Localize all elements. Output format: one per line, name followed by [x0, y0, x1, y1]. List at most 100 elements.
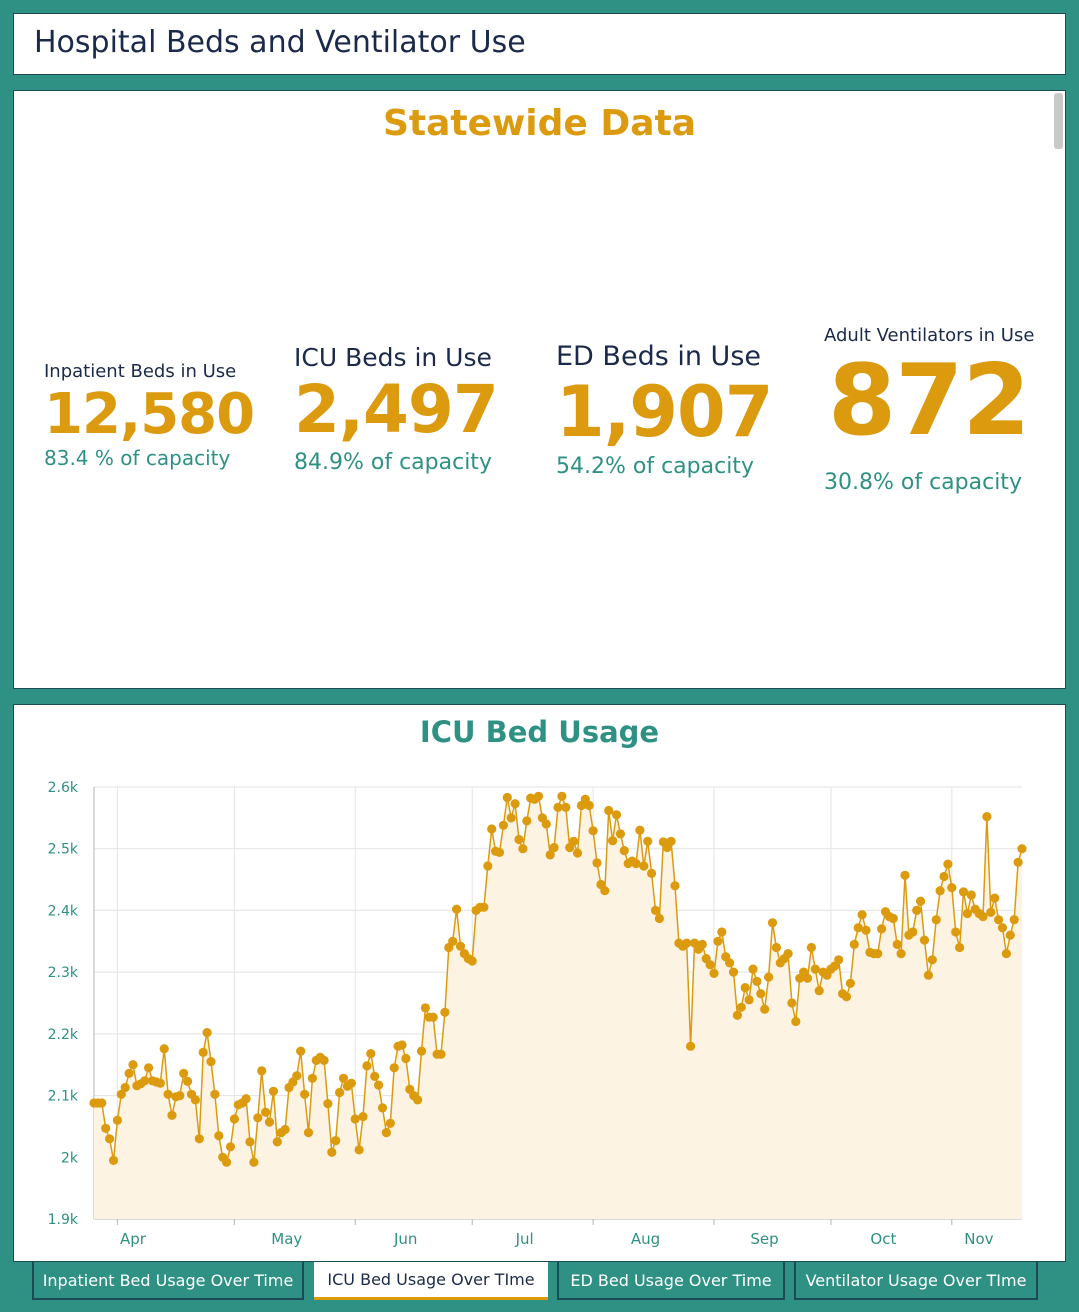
data-point: [814, 986, 824, 996]
data-point: [592, 858, 602, 868]
data-point: [600, 886, 610, 896]
data-point: [116, 1089, 126, 1099]
data-point: [225, 1142, 236, 1152]
data-point: [202, 1028, 212, 1038]
data-point: [631, 858, 641, 869]
data-point: [650, 905, 661, 915]
tab-bar: Inpatient Bed Usage Over Time ICU Bed Us…: [0, 1262, 1079, 1312]
data-point: [222, 1157, 232, 1167]
data-point: [120, 1082, 130, 1093]
scrollbar-thumb[interactable]: [1054, 93, 1063, 149]
data-point: [643, 836, 653, 846]
data-point: [756, 989, 766, 999]
header-bar: Hospital Beds and Ventilator Use: [13, 13, 1066, 75]
data-point: [923, 970, 934, 980]
data-point: [806, 942, 817, 953]
data-point: [705, 960, 715, 970]
data-point: [927, 955, 937, 965]
tab-ed-bed-usage[interactable]: ED Bed Usage Over Time: [557, 1262, 785, 1300]
tab-inpatient-bed-usage[interactable]: Inpatient Bed Usage Over Time: [32, 1262, 304, 1300]
data-point: [128, 1060, 138, 1070]
data-point: [608, 836, 618, 846]
data-point: [935, 886, 945, 896]
data-point: [467, 956, 477, 966]
data-point: [370, 1071, 380, 1081]
data-point: [101, 1123, 111, 1133]
x-tick-label: Jun: [393, 1230, 417, 1248]
data-point: [416, 1046, 427, 1056]
data-point: [144, 1063, 154, 1073]
data-point: [296, 1046, 306, 1056]
data-point: [736, 1002, 746, 1012]
data-point: [900, 870, 910, 880]
data-point: [436, 1049, 446, 1059]
data-point: [506, 813, 516, 823]
data-point: [764, 972, 774, 982]
data-point: [319, 1055, 329, 1065]
x-tick-label: Jul: [515, 1230, 534, 1248]
data-point: [214, 1131, 224, 1141]
tab-icu-bed-usage[interactable]: ICU Bed Usage Over TIme: [314, 1262, 548, 1300]
x-tick-label: Apr: [120, 1230, 147, 1248]
data-point: [307, 1073, 317, 1083]
data-point: [732, 1010, 743, 1020]
data-point: [787, 998, 797, 1008]
data-point: [896, 949, 906, 959]
y-tick-label: 2.5k: [48, 842, 79, 858]
data-point: [210, 1089, 220, 1099]
y-tick-label: 2.1k: [48, 1089, 79, 1105]
data-point: [179, 1068, 189, 1078]
data-point: [448, 936, 458, 946]
stat-value: 12,580: [44, 382, 255, 447]
data-point: [268, 1086, 278, 1096]
data-point: [253, 1113, 263, 1123]
data-point: [1009, 915, 1019, 925]
data-point: [549, 842, 559, 853]
x-tick-label: Sep: [750, 1230, 778, 1248]
data-point: [377, 1103, 388, 1113]
data-point: [919, 935, 930, 945]
data-point: [767, 918, 778, 928]
data-point: [647, 868, 657, 878]
data-point: [861, 925, 871, 935]
data-point: [249, 1157, 259, 1167]
stat-value: 1,907: [556, 371, 773, 453]
data-point: [888, 913, 898, 924]
y-tick-label: 2.6k: [48, 780, 79, 796]
data-point: [498, 820, 508, 830]
data-point: [666, 836, 676, 846]
data-point: [502, 792, 512, 803]
data-point: [155, 1078, 165, 1088]
data-point: [654, 913, 665, 924]
data-point: [744, 995, 754, 1005]
data-point: [362, 1061, 372, 1071]
data-point: [194, 1134, 204, 1144]
data-point: [951, 927, 961, 937]
data-point: [947, 883, 957, 893]
data-point: [912, 905, 922, 915]
data-point: [183, 1076, 193, 1086]
data-point: [167, 1110, 177, 1120]
tab-ventilator-usage[interactable]: Ventilator Usage Over TIme: [794, 1262, 1038, 1300]
data-point: [760, 1004, 770, 1014]
data-point: [873, 949, 883, 959]
data-point: [990, 893, 1000, 903]
data-point: [257, 1066, 267, 1076]
data-point: [994, 915, 1004, 925]
series-area: [94, 796, 1022, 1219]
x-tick-label: Nov: [964, 1230, 993, 1248]
data-point: [955, 942, 965, 953]
data-point: [292, 1071, 302, 1081]
y-tick-label: 2k: [61, 1150, 79, 1166]
data-point: [853, 923, 863, 933]
stat-value: 872: [828, 344, 1031, 458]
data-point: [572, 848, 583, 858]
data-point: [533, 791, 544, 801]
data-point: [514, 834, 524, 845]
data-point: [834, 955, 844, 965]
data-point: [518, 844, 528, 854]
data-point: [1017, 844, 1027, 854]
data-point: [686, 1041, 696, 1051]
data-point: [997, 923, 1008, 933]
data-point: [97, 1098, 107, 1108]
